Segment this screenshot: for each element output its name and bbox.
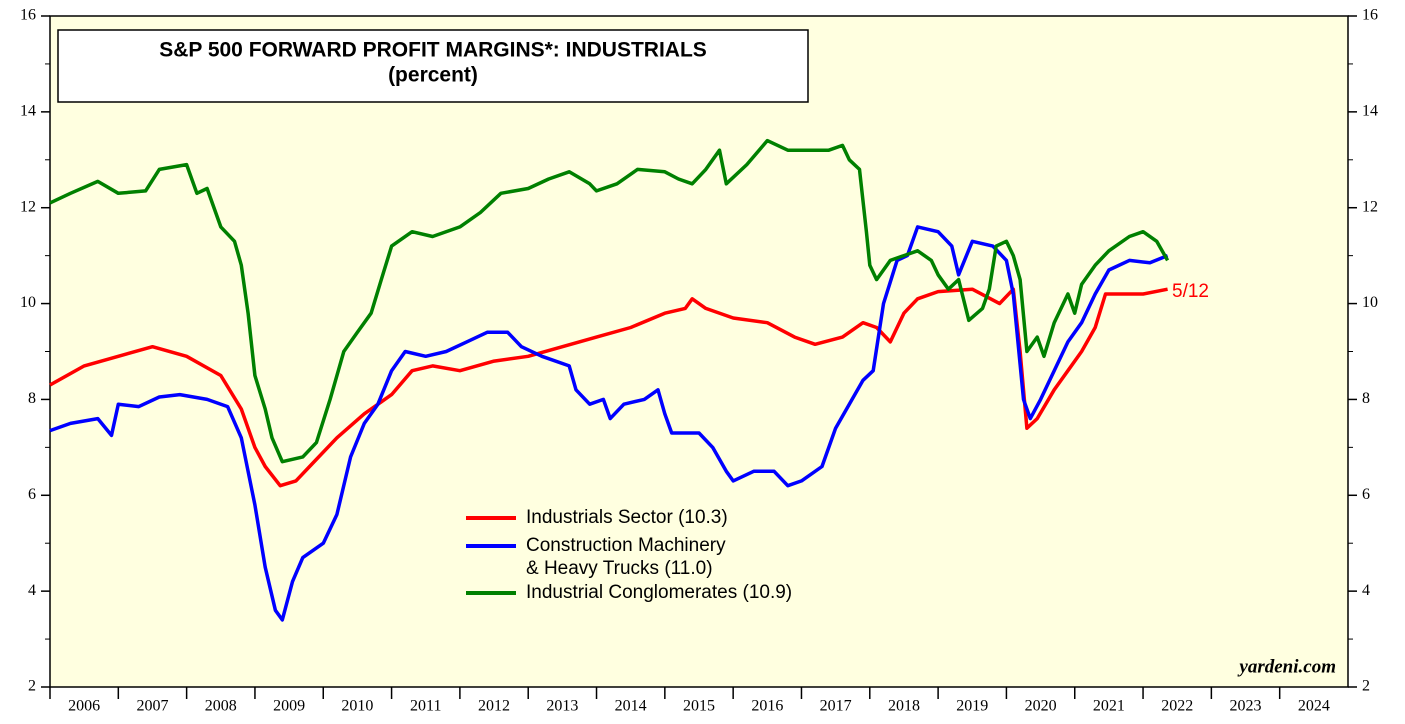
x-tick-label: 2023 [1230,698,1262,715]
y2-tick-label: 10 [1362,294,1378,311]
source: yardeni.com [1237,656,1336,677]
legend-swatch [466,516,516,520]
y2-tick-label: 6 [1362,486,1370,503]
x-tick-label: 2012 [478,698,510,715]
x-tick-label: 2006 [68,698,100,715]
series-line [49,138,1170,464]
x-tick-label: 2014 [615,698,647,715]
y-tick-label: 4 [28,582,36,599]
y2-tick-label: 2 [1362,678,1370,695]
series-line [49,225,1169,622]
y2-tick-label: 4 [1362,582,1370,599]
legend-entry: Industrial Conglomerates (10.9) [466,581,792,604]
lines [49,138,1170,622]
x-tick-label: 2024 [1298,698,1330,715]
x-tick-label: 2007 [136,698,168,715]
legend-swatch [466,544,516,548]
x-tick-label: 2013 [546,698,578,715]
y-tick-label: 6 [28,486,36,503]
x-tick-label: 2010 [341,698,373,715]
y2-tick-label: 12 [1362,198,1378,215]
legend-label: Construction Machinery & Heavy Trucks (1… [526,535,726,579]
x-tick-label: 2016 [751,698,783,715]
x-tick-label: 2021 [1093,698,1125,715]
title-box [57,29,809,103]
x-tick-label: 2019 [956,698,988,715]
x-tick-label: 2018 [888,698,920,715]
y2-tick-label: 14 [1362,103,1378,120]
series-line [49,287,1168,488]
y-tick-label: 14 [20,103,36,120]
y-tick-label: 10 [20,294,36,311]
chart-title: S&P 500 FORWARD PROFIT MARGINS*: INDUSTR… [159,39,707,62]
annotation: 5/12 [1172,281,1209,302]
x-tick-label: 2009 [273,698,305,715]
y-tick-label: 8 [28,390,36,407]
x-tick-label: 2022 [1161,698,1193,715]
x-tick-label: 2015 [683,698,715,715]
chart-subtitle: (percent) [388,64,478,87]
y-tick-label: 2 [28,678,36,695]
legend-label: Industrial Conglomerates (10.9) [526,582,793,603]
y-tick-label: 16 [20,7,36,24]
axes: 2 2 4 4 6 6 8 8 10 10 12 12 14 14 16 16 2006 2007 2008 2009… [20,7,1378,715]
y2-tick-label: 8 [1362,390,1370,407]
x-tick-label: 2011 [410,698,441,715]
legend-swatch [466,591,516,595]
x-tick-label: 2020 [1025,698,1057,715]
x-tick-label: 2017 [820,698,852,715]
legend-entry: Construction Machinery & Heavy Trucks (1… [466,534,726,580]
legend-label: Industrials Sector (10.3) [526,507,728,528]
y-tick-label: 12 [20,198,36,215]
legend-entry: Industrials Sector (10.3) [466,506,728,529]
x-tick-label: 2008 [205,698,237,715]
y2-tick-label: 16 [1362,7,1378,24]
